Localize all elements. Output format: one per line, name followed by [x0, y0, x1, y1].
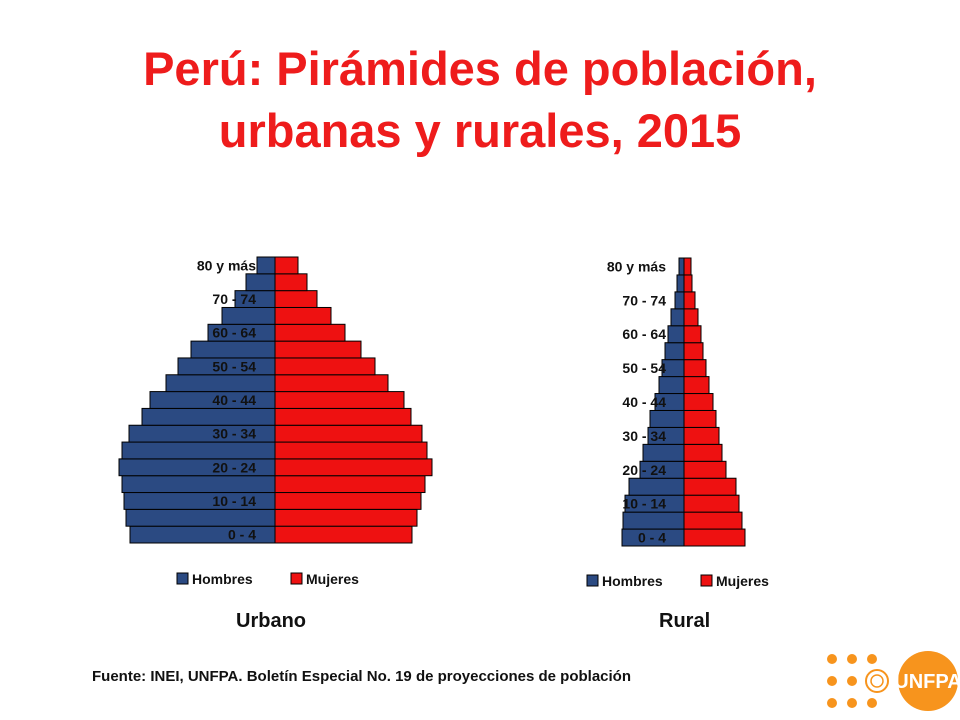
bar-urbano-hombres	[245, 273, 276, 292]
bar-urbano-mujeres	[274, 340, 362, 359]
tick-label-urbano: 60 - 64	[212, 325, 256, 341]
bar-urbano-hombres	[141, 407, 276, 426]
tick-label-urbano: 70 - 74	[212, 291, 256, 307]
legend-label-mujeres: Mujeres	[306, 571, 359, 587]
title-line-2: urbanas y rurales, 2015	[218, 104, 742, 157]
bar-rural-mujeres	[683, 528, 746, 547]
bar-rural-mujeres	[683, 393, 714, 411]
bar-rural-mujeres	[683, 274, 693, 293]
bar-rural-hombres	[667, 325, 685, 344]
bar-urbano-mujeres	[274, 458, 433, 477]
tick-label-urbano: 80 y más	[197, 257, 256, 273]
tick-label-rural: 40 - 44	[622, 394, 666, 410]
legend-swatch-hombres	[586, 574, 599, 587]
chart-caption-rural: Rural	[659, 610, 711, 632]
bar-rural-hombres	[670, 308, 685, 327]
bar-rural-hombres	[649, 409, 685, 428]
bar-urbano-mujeres	[274, 508, 418, 527]
bar-rural-mujeres	[683, 376, 710, 395]
page-title: Perú: Pirámides de población, urbanas y …	[0, 38, 960, 162]
tick-label-urbano: 50 - 54	[212, 358, 256, 374]
bar-urbano-mujeres	[274, 323, 346, 342]
bar-rural-hombres	[658, 376, 685, 395]
tick-label-urbano: 10 - 14	[212, 493, 256, 509]
bar-urbano-mujeres	[274, 256, 299, 275]
bar-rural-hombres	[664, 342, 685, 361]
bar-rural-hombres	[678, 257, 685, 276]
title-line-1: Perú: Pirámides de población,	[143, 42, 817, 95]
tick-label-rural: 20 - 24	[622, 462, 666, 478]
bar-urbano-mujeres	[274, 290, 318, 308]
legend-swatch-hombres	[176, 572, 189, 585]
tick-label-rural: 30 - 34	[622, 428, 666, 444]
bar-urbano-mujeres	[274, 391, 405, 409]
bar-urbano-mujeres	[274, 475, 426, 494]
tick-label-rural: 80 y más	[607, 258, 666, 274]
tick-label-rural: 10 - 14	[622, 496, 666, 512]
bar-rural-mujeres	[683, 443, 723, 462]
unfpa-logo: UNFPA	[827, 651, 960, 711]
bar-rural-mujeres	[683, 426, 720, 445]
tick-label-urbano: 0 - 4	[228, 527, 256, 543]
bar-rural-hombres	[628, 477, 685, 496]
tick-label-rural: 60 - 64	[622, 326, 666, 342]
bar-rural-mujeres	[683, 257, 692, 276]
bar-urbano-mujeres	[274, 407, 412, 426]
bar-rural-mujeres	[683, 494, 740, 513]
bar-urbano-hombres	[165, 374, 276, 393]
chart-caption-urbano: Urbano	[236, 610, 306, 632]
legend-label-hombres: Hombres	[192, 571, 253, 587]
tick-label-rural: 0 - 4	[638, 530, 666, 546]
bar-rural-hombres	[676, 274, 685, 293]
bar-urbano-hombres	[121, 441, 276, 460]
bar-rural-mujeres	[683, 308, 699, 327]
bar-rural-hombres	[674, 291, 685, 310]
bar-urbano-mujeres	[274, 492, 422, 510]
bar-rural-mujeres	[683, 291, 696, 310]
bar-urbano-hombres	[125, 508, 276, 527]
legend-label-mujeres: Mujeres	[716, 573, 769, 589]
legend-label-hombres: Hombres	[602, 573, 663, 589]
bar-rural-mujeres	[683, 477, 737, 496]
legend-swatch-mujeres	[290, 572, 303, 585]
bar-urbano-mujeres	[274, 357, 376, 376]
bar-urbano-hombres	[190, 340, 276, 359]
bar-rural-hombres	[622, 511, 685, 530]
bar-rural-mujeres	[683, 460, 727, 479]
tick-label-rural: 70 - 74	[622, 292, 666, 308]
bar-urbano-hombres	[121, 475, 276, 494]
tick-label-urbano: 30 - 34	[212, 426, 256, 442]
bar-urbano-mujeres	[274, 374, 389, 393]
bar-rural-mujeres	[683, 409, 717, 428]
bar-urbano-mujeres	[274, 424, 423, 443]
tick-label-urbano: 20 - 24	[212, 459, 256, 475]
tick-label-urbano: 40 - 44	[212, 392, 256, 408]
bar-rural-hombres	[642, 443, 685, 462]
bar-urbano-mujeres	[274, 525, 413, 544]
source-note: Fuente: INEI, UNFPA. Boletín Especial No…	[92, 668, 631, 685]
bar-urbano-mujeres	[274, 306, 332, 325]
bar-urbano-mujeres	[274, 441, 428, 460]
legend-swatch-mujeres	[700, 574, 713, 587]
tick-label-rural: 50 - 54	[622, 360, 666, 376]
bar-rural-mujeres	[683, 342, 704, 361]
bar-urbano-mujeres	[274, 273, 308, 292]
bar-urbano-hombres	[221, 306, 276, 325]
bar-rural-mujeres	[683, 511, 743, 530]
bar-rural-mujeres	[683, 325, 702, 344]
svg-text:UNFPA: UNFPA	[894, 671, 960, 693]
bar-urbano-hombres	[256, 256, 276, 275]
bar-rural-mujeres	[683, 359, 707, 378]
